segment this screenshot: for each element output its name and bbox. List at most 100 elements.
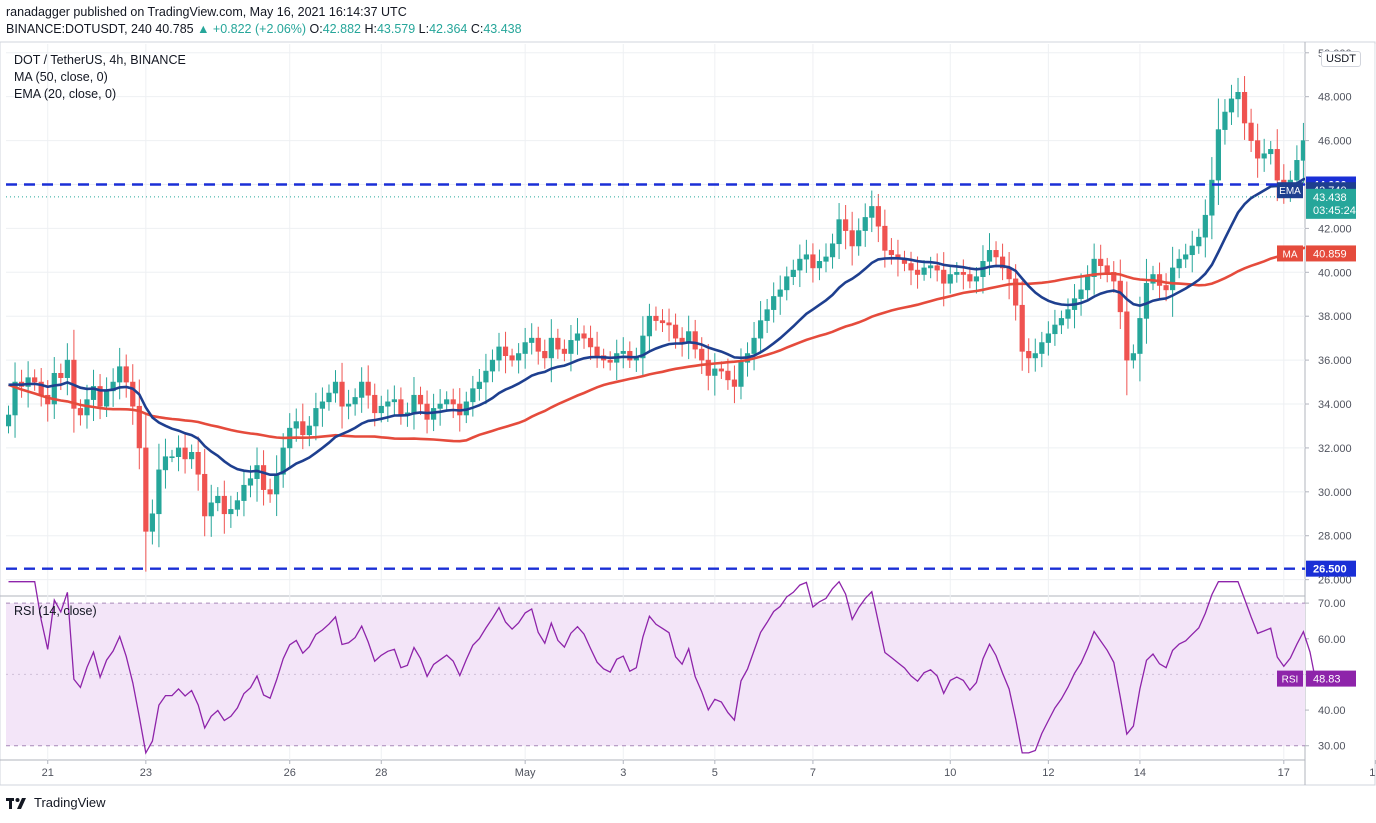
candle-body [823,256,829,262]
open-label: O: [309,22,323,36]
published-line: ranadagger published on TradingView.com,… [6,5,407,19]
candle-body [64,359,70,378]
candle-body [764,309,770,321]
candle-body [260,465,267,490]
candle-body [162,456,169,471]
candle-body [339,381,345,407]
candle-body [1085,276,1091,291]
candle-body [856,230,862,247]
candle-body [934,265,940,271]
candle-body [300,421,306,436]
candle-body [862,217,868,231]
rsi-legend[interactable]: RSI (14, close) [14,604,97,618]
pair-legend[interactable]: DOT / TetherUS, 4h, BINANCE [14,53,186,67]
candle-body [175,447,182,458]
candle-body [476,381,482,389]
candle-body [228,509,234,515]
candle-body [1215,129,1221,181]
candle-body [483,370,489,383]
candle-body [928,265,934,269]
candle-body [542,351,548,359]
candle-body [234,500,241,510]
time-tick-label: 21 [42,767,54,779]
candle-body [849,230,855,247]
candle-body [1300,140,1305,161]
ema-20-line [8,177,1305,476]
last-price: 40.785 [155,22,194,36]
candle-body [1294,160,1300,181]
price-change: ▲ +0.822 (+2.06%) [197,22,307,36]
candle-body [332,381,339,394]
ma-value-badge [1306,245,1356,262]
candle-body [385,401,391,407]
candle-body [1032,353,1038,359]
candle-body [1222,111,1228,130]
candle-body [725,370,731,381]
candle-body [496,346,502,361]
candle-body [705,359,711,376]
footer-brand[interactable]: TradingView [6,795,106,810]
candle-body [1065,309,1071,319]
ema-legend[interactable]: EMA (20, close, 0) [14,87,117,101]
candle-body [784,276,790,291]
countdown-label: 03:45:24 [1313,205,1356,217]
candle-body [646,315,653,337]
price-tick-label: 40.000 [1318,267,1352,279]
candle-body [189,452,195,460]
candle-body [221,495,227,515]
candle-body [509,355,515,361]
price-tick-label: 30.000 [1318,487,1352,499]
candle-body [45,394,51,405]
last-price-badge-label: 43.438 [1313,192,1347,204]
candle-body [653,315,659,321]
candle-body [1111,272,1117,282]
candle-body [718,368,724,372]
candle-body [686,331,692,343]
candle-body [1248,122,1254,141]
candle-body [417,394,424,405]
candle-body [398,399,404,416]
candle-body [58,372,64,378]
candle-body [1274,149,1280,181]
time-tick-label: 3 [620,767,626,779]
candle-body [502,346,509,357]
candle-body [208,502,214,517]
candle-body [6,414,12,427]
candle-body [810,254,816,269]
candle-body [1039,342,1045,354]
candle-body [359,381,365,398]
candle-body [97,386,103,407]
rsi-name-label: RSI [1282,675,1299,686]
candle-body [169,456,175,459]
candle-body [215,495,221,504]
candle-body [1130,353,1136,361]
low-value: 42.364 [429,22,468,36]
candle-body [104,390,110,407]
price-tick-label: 38.000 [1318,311,1352,323]
footer-brand-label: TradingView [34,795,106,810]
candle-body [967,274,973,282]
ma-name-label: MA [1283,249,1298,260]
close-label: C: [470,22,484,36]
candle-body [1261,153,1267,159]
candle-body [627,351,633,361]
candle-body [182,447,188,460]
rsi-value-label: 48.83 [1313,674,1341,686]
candle-body [12,381,18,416]
candle-body [1143,282,1150,319]
candle-body [941,269,947,284]
currency-badge[interactable]: USDT [1321,51,1361,67]
candle-body [437,403,443,409]
candle-body [1183,254,1189,260]
candle-body [738,362,744,387]
rsi-tick-label: 40.00 [1318,705,1346,717]
candle-body [640,335,646,359]
candle-body [1241,91,1248,124]
ma-50-line [8,246,1305,443]
candle-body [1098,258,1104,267]
ma-legend[interactable]: MA (50, close, 0) [14,70,108,84]
candle-body [757,320,764,339]
candle-body [1078,289,1084,299]
price-tick-label: 48.000 [1318,92,1352,104]
